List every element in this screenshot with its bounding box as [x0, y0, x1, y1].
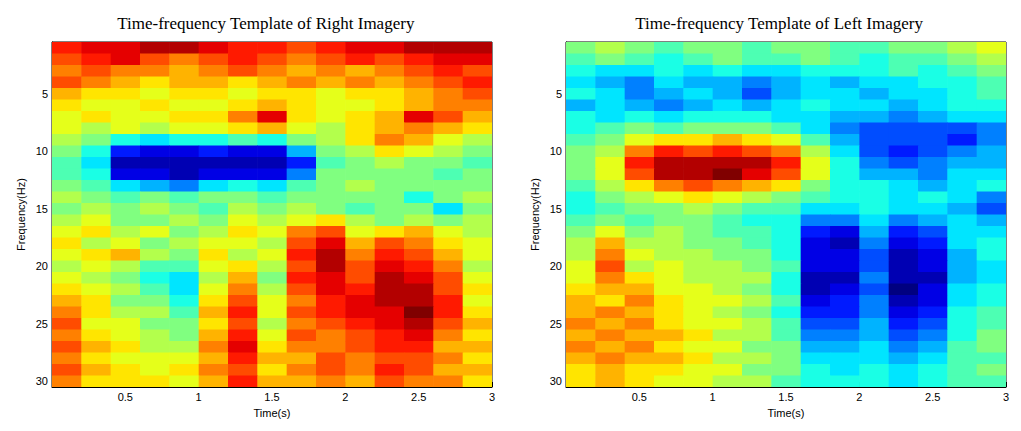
svg-text:1.5: 1.5 — [264, 391, 279, 403]
svg-text:30: 30 — [36, 375, 48, 387]
svg-text:0.5: 0.5 — [632, 391, 647, 403]
svg-text:3: 3 — [489, 391, 495, 403]
svg-text:Time-frequency Template of Lef: Time-frequency Template of Left Imagery — [635, 14, 923, 33]
svg-text:Time-frequency Template of Rig: Time-frequency Template of Right Imagery — [117, 14, 415, 33]
svg-text:Frequency(Hz): Frequency(Hz) — [529, 178, 541, 251]
svg-text:30: 30 — [550, 375, 562, 387]
svg-text:25: 25 — [36, 318, 48, 330]
svg-text:5: 5 — [556, 88, 562, 100]
svg-text:15: 15 — [36, 203, 48, 215]
svg-text:1: 1 — [196, 391, 202, 403]
svg-text:25: 25 — [550, 318, 562, 330]
svg-text:Time(s): Time(s) — [254, 407, 291, 419]
svg-text:2: 2 — [342, 391, 348, 403]
svg-text:Time(s): Time(s) — [768, 407, 805, 419]
svg-text:15: 15 — [550, 203, 562, 215]
svg-text:10: 10 — [36, 145, 48, 157]
svg-text:Frequency(Hz): Frequency(Hz) — [15, 178, 27, 251]
svg-text:2: 2 — [856, 391, 862, 403]
svg-text:0.5: 0.5 — [118, 391, 133, 403]
svg-text:2.5: 2.5 — [925, 391, 940, 403]
svg-text:5: 5 — [42, 88, 48, 100]
svg-text:1.5: 1.5 — [778, 391, 793, 403]
svg-text:2.5: 2.5 — [411, 391, 426, 403]
svg-text:1: 1 — [710, 391, 716, 403]
svg-text:20: 20 — [550, 260, 562, 272]
svg-text:3: 3 — [1003, 391, 1009, 403]
svg-text:10: 10 — [550, 145, 562, 157]
svg-text:20: 20 — [36, 260, 48, 272]
